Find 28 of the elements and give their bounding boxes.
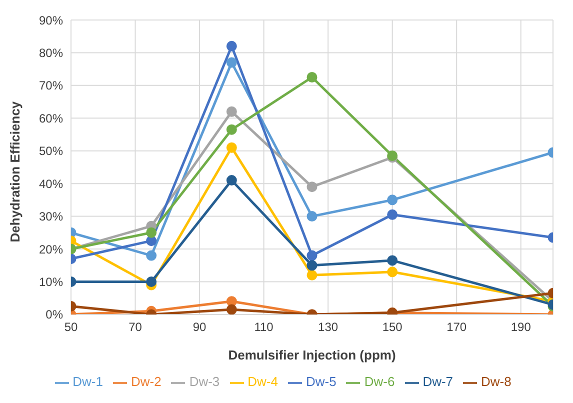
- legend-label: Dw-8: [481, 374, 512, 390]
- y-tick-label: 20%: [38, 242, 64, 256]
- y-axis-title: Dehydration Efficiency: [8, 100, 23, 242]
- legend-label: Dw-5: [306, 374, 336, 390]
- x-tick-label: 150: [382, 320, 403, 334]
- x-tick-label: 70: [128, 320, 142, 334]
- y-tick-label: 50%: [38, 144, 64, 158]
- y-tick-label: 40%: [38, 176, 64, 191]
- y-tick-label: 0%: [46, 308, 64, 322]
- x-axis-title: Demulsifier Injection (ppm): [228, 347, 396, 362]
- x-tick-label: 190: [510, 320, 532, 334]
- x-tick-label: 50: [64, 320, 78, 334]
- x-tick-label: 90: [192, 320, 207, 334]
- legend-label: Dw-3: [189, 374, 220, 390]
- legend-label: Dw-4: [248, 374, 278, 390]
- x-tick-label: 110: [254, 320, 274, 334]
- x-tick-label: 170: [446, 320, 467, 334]
- x-tick-label: 130: [318, 320, 338, 334]
- y-tick-label: 60%: [38, 111, 64, 126]
- legend-label: Dw-1: [72, 374, 103, 390]
- y-tick-label: 10%: [38, 274, 64, 289]
- legend-label: Dw-7: [422, 374, 454, 390]
- legend-label: Dw-6: [364, 374, 395, 390]
- y-tick-label: 30%: [38, 210, 64, 224]
- y-tick-label: 70%: [38, 78, 64, 93]
- legend-label: Dw-2: [130, 374, 162, 390]
- y-tick-label: 90%: [38, 13, 64, 28]
- y-tick-label: 80%: [38, 46, 64, 60]
